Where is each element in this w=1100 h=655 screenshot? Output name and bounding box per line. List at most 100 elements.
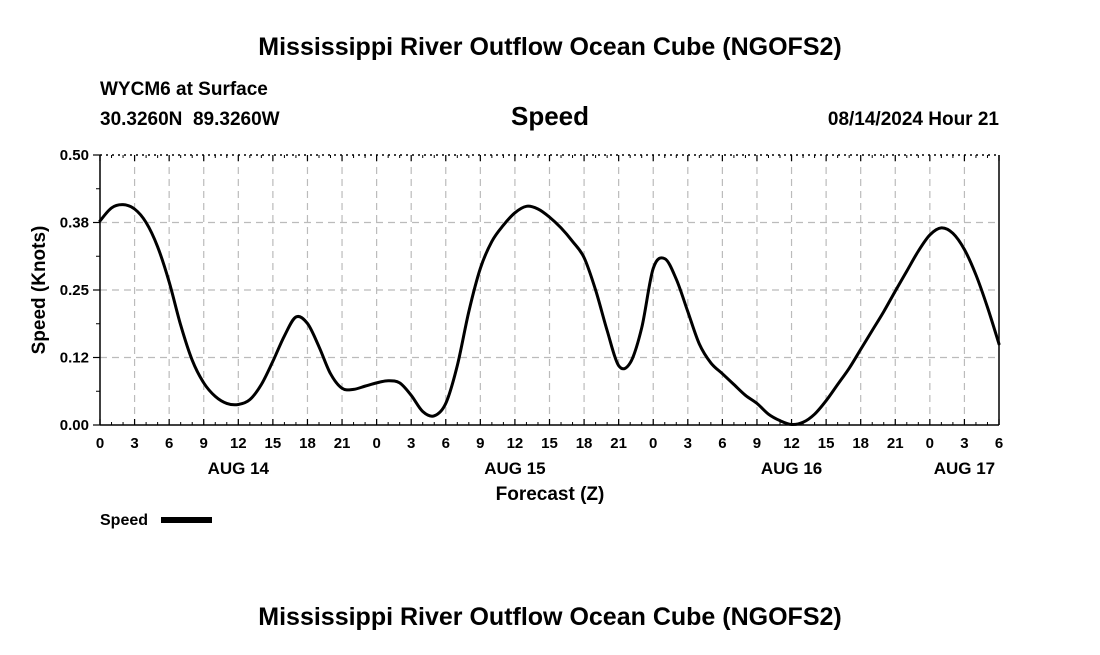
data-point — [825, 399, 827, 402]
data-point — [421, 410, 424, 413]
coordinates-label: 30.3260N 89.3260W — [100, 109, 280, 130]
series-layer — [98, 203, 1001, 427]
data-point — [179, 324, 182, 326]
x-tick-label: 3 — [407, 435, 415, 452]
data-point — [537, 208, 539, 210]
data-point — [767, 413, 770, 416]
data-point — [525, 205, 528, 208]
x-tick-label: 0 — [926, 435, 934, 452]
y-tick-label: 0.38 — [60, 215, 89, 232]
data-point — [836, 383, 839, 386]
data-point — [133, 208, 136, 210]
data-point — [214, 395, 217, 398]
data-point — [571, 240, 574, 243]
data-point — [145, 221, 147, 224]
data-point — [514, 211, 516, 214]
data-point — [249, 398, 251, 401]
data-point — [710, 362, 712, 364]
data-point — [975, 274, 977, 276]
data-point — [318, 345, 320, 348]
data-point — [779, 419, 781, 422]
data-point — [560, 227, 562, 229]
date-label: AUG 14 — [208, 459, 270, 478]
timestamp-label: 08/14/2024 Hour 21 — [828, 109, 1000, 130]
data-point — [687, 310, 689, 313]
x-tick-label: 15 — [541, 435, 558, 452]
data-point — [410, 394, 412, 397]
data-point — [202, 382, 205, 384]
data-point — [733, 383, 735, 386]
data-point — [272, 360, 274, 363]
x-tick-label: 12 — [230, 435, 247, 452]
data-point — [502, 224, 505, 226]
date-label: AUG 17 — [934, 459, 995, 478]
data-point — [790, 423, 793, 426]
x-tick-label: 0 — [649, 435, 657, 452]
x-tick-label: 0 — [372, 435, 380, 452]
data-point — [998, 343, 1000, 345]
x-tick-label: 6 — [718, 435, 726, 452]
x-tick-label: 21 — [887, 435, 904, 452]
x-tick-label: 21 — [334, 435, 351, 452]
axes: 0 3 6 9 12 15 18 21 0 3 6 9 12 15 18 21 0 3 6 9 12 15 18 21 0 3 6 0… — [60, 147, 1003, 478]
data-point — [606, 329, 608, 332]
x-tick-label: 9 — [200, 435, 208, 452]
data-point — [929, 234, 931, 236]
data-point — [398, 382, 401, 384]
station-label: WYCM6 at Surface — [100, 79, 268, 100]
data-point — [168, 281, 170, 283]
data-point — [986, 306, 989, 309]
data-point — [894, 290, 897, 292]
x-tick-label: 15 — [265, 435, 282, 452]
data-point — [905, 270, 908, 272]
data-point — [306, 322, 309, 325]
data-point — [237, 403, 240, 406]
data-point — [617, 364, 620, 367]
x-tick-label: 12 — [783, 435, 800, 452]
x-tick-label: 3 — [684, 435, 692, 452]
x-tick-label: 6 — [165, 435, 173, 452]
date-label: AUG 15 — [484, 459, 545, 478]
data-point — [882, 310, 885, 313]
data-point — [952, 232, 954, 235]
data-point — [594, 289, 597, 291]
data-point — [583, 256, 585, 259]
data-point — [548, 216, 551, 218]
data-point — [191, 359, 194, 362]
x-axis-label: Forecast (Z) — [496, 484, 605, 505]
data-point — [110, 207, 113, 209]
data-point — [364, 385, 366, 387]
y-axis-label: Speed (Knots) — [29, 226, 50, 355]
data-point — [468, 310, 470, 313]
y-tick-label: 0.00 — [60, 417, 89, 434]
y-tick-label: 0.50 — [60, 147, 89, 164]
data-point — [122, 203, 124, 206]
y-tick-label: 0.12 — [60, 350, 89, 367]
data-point — [848, 367, 850, 370]
data-point — [940, 227, 943, 229]
x-tick-label: 18 — [852, 435, 869, 452]
data-point — [433, 415, 436, 417]
data-point — [963, 248, 966, 251]
data-point — [756, 402, 758, 405]
x-tick-label: 6 — [995, 435, 1003, 452]
legend-swatch — [161, 517, 212, 523]
data-point — [260, 383, 263, 386]
legend: Speed — [100, 512, 212, 529]
data-point — [341, 387, 343, 390]
data-point — [456, 364, 459, 367]
data-point — [295, 316, 297, 318]
x-tick-label: 18 — [299, 435, 316, 452]
x-tick-label: 3 — [130, 435, 138, 452]
data-point — [744, 394, 747, 397]
x-tick-label: 9 — [476, 435, 484, 452]
x-tick-label: 0 — [96, 435, 104, 452]
chart-title: Speed — [511, 101, 589, 131]
data-point — [479, 267, 482, 270]
data-point — [329, 372, 332, 375]
data-point — [652, 267, 655, 270]
data-point — [156, 246, 159, 248]
date-label: AUG 16 — [761, 459, 822, 478]
data-point — [721, 372, 724, 375]
